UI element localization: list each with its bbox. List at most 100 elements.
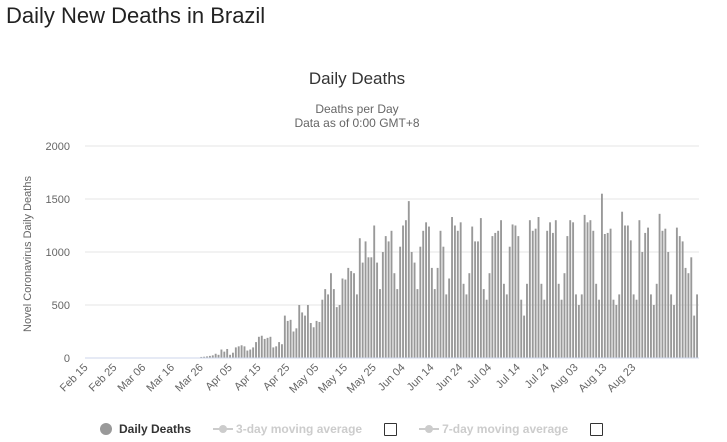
bar-daily-deaths[interactable] [537, 217, 540, 358]
bar-daily-deaths[interactable] [249, 349, 252, 358]
bar-daily-deaths[interactable] [624, 225, 626, 359]
bar-daily-deaths[interactable] [583, 214, 586, 358]
bar-daily-deaths[interactable] [416, 289, 419, 358]
bar-daily-deaths[interactable] [641, 252, 644, 358]
bar-daily-deaths[interactable] [347, 267, 350, 358]
bar-daily-deaths[interactable] [528, 220, 531, 358]
bar-daily-deaths[interactable] [309, 323, 312, 358]
bar-daily-deaths[interactable] [675, 227, 678, 358]
bar-daily-deaths[interactable] [203, 356, 206, 358]
bar-daily-deaths[interactable] [560, 299, 563, 358]
bar-daily-deaths[interactable] [557, 283, 560, 358]
bar-daily-deaths[interactable] [474, 241, 477, 358]
bar-daily-deaths[interactable] [471, 226, 474, 358]
bar-daily-deaths[interactable] [278, 342, 281, 358]
bar-daily-deaths[interactable] [266, 337, 269, 358]
bar-daily-deaths[interactable] [681, 241, 684, 358]
bar-daily-deaths[interactable] [526, 283, 528, 358]
bar-daily-deaths[interactable] [647, 227, 649, 358]
bar-daily-deaths[interactable] [206, 356, 208, 358]
bar-daily-deaths[interactable] [546, 230, 549, 358]
bar-daily-deaths[interactable] [399, 246, 402, 358]
bar-daily-deaths[interactable] [652, 305, 655, 358]
bar-daily-deaths[interactable] [252, 347, 255, 358]
bar-daily-deaths[interactable] [494, 232, 497, 358]
bar-daily-deaths[interactable] [468, 273, 471, 358]
bar-daily-deaths[interactable] [324, 289, 327, 358]
bar-daily-deaths[interactable] [220, 349, 223, 358]
bar-daily-deaths[interactable] [237, 346, 240, 358]
bar-daily-deaths[interactable] [586, 222, 589, 358]
bar-daily-deaths[interactable] [260, 335, 263, 358]
bar-daily-deaths[interactable] [638, 220, 641, 358]
bar-daily-deaths[interactable] [629, 240, 632, 358]
bar-daily-deaths[interactable] [318, 321, 321, 358]
bar-daily-deaths[interactable] [255, 342, 257, 358]
bar-daily-deaths[interactable] [353, 273, 355, 358]
bar-daily-deaths[interactable] [598, 299, 600, 358]
bar-daily-deaths[interactable] [615, 305, 618, 358]
bar-daily-deaths[interactable] [312, 327, 315, 358]
legend-item-7-day-average[interactable]: 7-day moving average [397, 422, 568, 436]
bar-daily-deaths[interactable] [551, 232, 554, 358]
bar-daily-deaths[interactable] [603, 233, 606, 358]
bar-daily-deaths[interactable] [211, 355, 214, 358]
bar-daily-deaths[interactable] [428, 226, 430, 358]
bar-daily-deaths[interactable] [275, 346, 278, 358]
bar-daily-deaths[interactable] [217, 354, 220, 358]
bar-daily-deaths[interactable] [592, 230, 595, 358]
bar-daily-deaths[interactable] [534, 228, 537, 358]
bar-daily-deaths[interactable] [632, 294, 635, 358]
bar-daily-deaths[interactable] [229, 354, 232, 358]
bar-daily-deaths[interactable] [577, 305, 580, 358]
bar-daily-deaths[interactable] [321, 299, 324, 358]
legend-item-3-day-average[interactable]: 3-day moving average [191, 422, 362, 436]
bar-daily-deaths[interactable] [540, 283, 543, 358]
bar-daily-deaths[interactable] [355, 294, 358, 358]
bar-daily-deaths[interactable] [344, 279, 347, 358]
bar-daily-deaths[interactable] [364, 241, 367, 358]
bar-daily-deaths[interactable] [283, 315, 286, 358]
bar-daily-deaths[interactable] [445, 294, 448, 358]
bar-daily-deaths[interactable] [465, 294, 468, 358]
bar-daily-deaths[interactable] [488, 273, 491, 358]
bar-daily-deaths[interactable] [263, 338, 266, 358]
bar-daily-deaths[interactable] [379, 289, 381, 358]
bar-daily-deaths[interactable] [396, 289, 399, 358]
bar-daily-deaths[interactable] [384, 236, 387, 358]
bar-daily-deaths[interactable] [402, 225, 404, 359]
bar-daily-deaths[interactable] [292, 331, 295, 359]
bar-daily-deaths[interactable] [200, 356, 203, 358]
bar-daily-deaths[interactable] [376, 262, 379, 358]
toggle-7-day-average-checkbox[interactable] [590, 422, 604, 436]
bar-daily-deaths[interactable] [477, 241, 479, 358]
bar-daily-deaths[interactable] [644, 232, 647, 358]
bar-daily-deaths[interactable] [650, 294, 652, 358]
bar-daily-deaths[interactable] [407, 201, 410, 358]
bar-daily-deaths[interactable] [226, 348, 229, 358]
bar-daily-deaths[interactable] [453, 225, 456, 359]
bar-daily-deaths[interactable] [696, 294, 698, 358]
bar-daily-deaths[interactable] [272, 347, 275, 358]
bar-daily-deaths[interactable] [269, 336, 272, 358]
bar-daily-deaths[interactable] [410, 252, 413, 358]
bar-daily-deaths[interactable] [693, 315, 696, 358]
bar-daily-deaths[interactable] [491, 236, 494, 358]
bar-daily-deaths[interactable] [626, 225, 629, 359]
bar-daily-deaths[interactable] [358, 238, 361, 358]
bar-daily-deaths[interactable] [425, 222, 428, 358]
bar-daily-deaths[interactable] [451, 217, 453, 358]
bar-daily-deaths[interactable] [281, 344, 283, 358]
bar-daily-deaths[interactable] [286, 320, 289, 358]
bar-daily-deaths[interactable] [295, 328, 298, 358]
bar-daily-deaths[interactable] [327, 294, 330, 358]
bar-daily-deaths[interactable] [543, 299, 546, 358]
bar-daily-deaths[interactable] [580, 294, 583, 358]
bar-daily-deaths[interactable] [497, 230, 500, 358]
bar-daily-deaths[interactable] [214, 353, 217, 358]
bar-daily-deaths[interactable] [566, 236, 569, 358]
bar-daily-deaths[interactable] [595, 283, 598, 358]
bar-daily-deaths[interactable] [508, 246, 511, 358]
bar-daily-deaths[interactable] [422, 230, 425, 358]
bar-daily-deaths[interactable] [304, 315, 306, 358]
